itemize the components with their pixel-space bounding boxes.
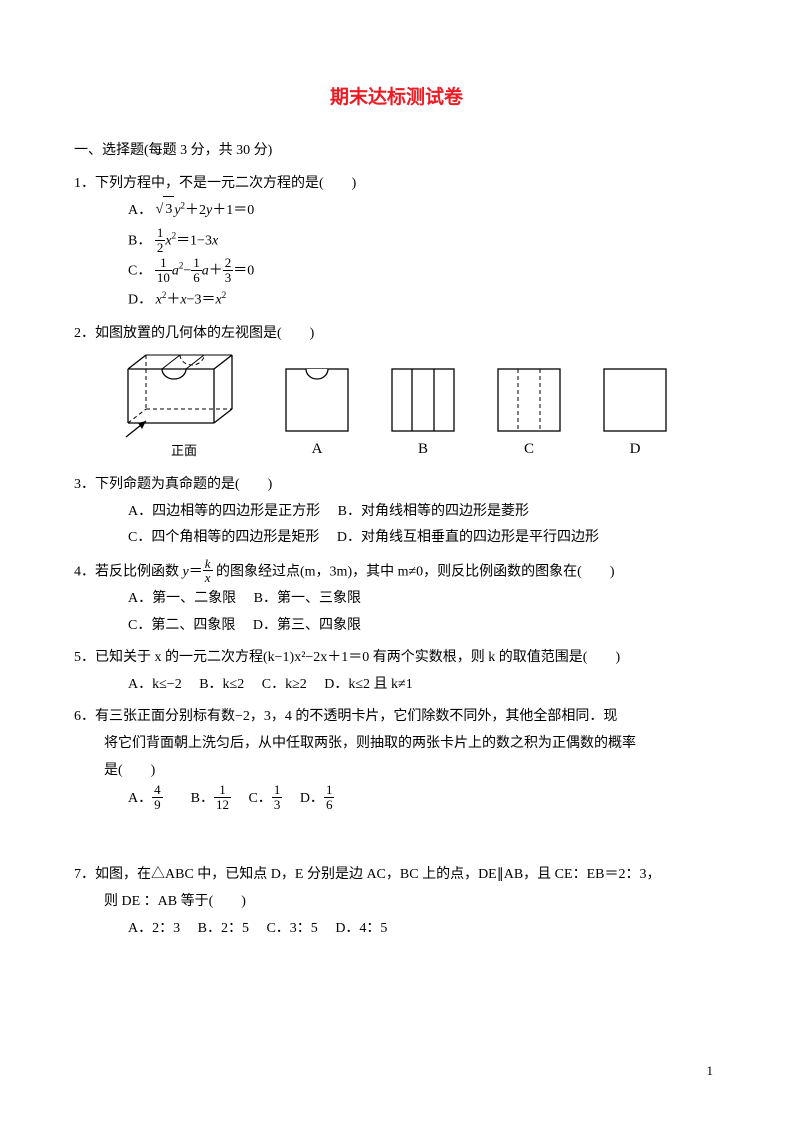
q2-option-b-diagram: B (390, 367, 456, 464)
q5-stem: 5．已知关于 x 的一元二次方程(k−1)x²−2x＋1＝0 有两个实数根，则 … (74, 645, 719, 672)
question-7: 7．如图，在△ABC 中，已知点 D，E 分别是边 AC，BC 上的点，DE∥A… (74, 862, 719, 942)
q6-d-den: 6 (324, 798, 335, 812)
q2-a-label: A (284, 435, 350, 464)
question-5: 5．已知关于 x 的一元二次方程(k−1)x²−2x＋1＝0 有两个实数根，则 … (74, 645, 719, 698)
question-2: 2．如图放置的几何体的左视图是( ) (74, 321, 719, 464)
q4-option-c: C．第二、四象限 (128, 618, 235, 633)
q4-stem: 4．若反比例函数 y＝kx 的图象经过点(m，3m)，其中 m≠0，则反比例函数… (74, 558, 719, 586)
q1-b-label: B． (128, 233, 151, 248)
q6-stem-3: 是( ) (74, 758, 719, 785)
question-6: 6．有三张正面分别标有数−2，3，4 的不透明卡片，它们除数不同外，其他全部相同… (74, 704, 719, 812)
q4-stem-b: 的图象经过点(m，3m)，其中 m≠0，则反比例函数的图象在( ) (213, 564, 615, 579)
q3-option-b: B．对角线相等的四边形是菱形 (338, 504, 529, 519)
q4-option-d: D．第三、四象限 (253, 618, 361, 633)
solid-icon (124, 351, 244, 439)
question-4: 4．若反比例函数 y＝kx 的图象经过点(m，3m)，其中 m≠0，则反比例函数… (74, 558, 719, 639)
question-1: 1．下列方程中，不是一元二次方程的是( ) A． √3y2＋2y＋1＝0 B． … (74, 171, 719, 315)
q6-option-a: A．49 (128, 791, 163, 806)
q2-diagrams: 正面 A B (74, 351, 719, 464)
q7-option-a: A．2：3 (128, 921, 180, 936)
q2-c-label: C (496, 435, 562, 464)
q2-b-label: B (390, 435, 456, 464)
q6-c-num: 1 (272, 783, 283, 798)
q5-option-c: C．k≥2 (262, 677, 307, 692)
q6-c-den: 3 (272, 798, 283, 812)
q5-option-b: B．k≤2 (199, 677, 244, 692)
q2-option-c-diagram: C (496, 367, 562, 464)
section-heading: 一、选择题(每题 3 分，共 30 分) (74, 138, 719, 165)
q2-option-d-diagram: D (602, 367, 668, 464)
q6-a-den: 9 (152, 798, 163, 812)
q2-d-label: D (602, 435, 668, 464)
q7-option-b: B．2：5 (198, 921, 249, 936)
q3-option-c: C．四个角相等的四边形是矩形 (128, 530, 319, 545)
q7-stem-1: 7．如图，在△ABC 中，已知点 D，E 分别是边 AC，BC 上的点，DE∥A… (74, 862, 719, 889)
q4-stem-a: 4．若反比例函数 (74, 564, 183, 579)
q1-option-b: B． 12x2＝1−3x (128, 227, 719, 255)
q1-a-label: A． (128, 203, 152, 218)
q7-stem-2: 则 DE ：AB 等于( ) (74, 889, 719, 916)
q1-c-label: C． (128, 264, 151, 279)
q3-option-d: D．对角线互相垂直的四边形是平行四边形 (337, 530, 599, 545)
q3-stem: 3．下列命题为真命题的是( ) (74, 472, 719, 499)
question-3: 3．下列命题为真命题的是( ) A．四边相等的四边形是正方形 B．对角线相等的四… (74, 472, 719, 552)
q2-solid: 正面 (124, 351, 244, 464)
q6-stem-1: 6．有三张正面分别标有数−2，3，4 的不透明卡片，它们除数不同外，其他全部相同… (74, 704, 719, 731)
q6-option-b: B．112 (191, 791, 231, 806)
option-a-icon (284, 367, 350, 433)
q6-option-d: D．16 (300, 791, 335, 806)
q5-option-d: D．k≤2 且 k≠1 (324, 677, 412, 692)
q2-option-a-diagram: A (284, 367, 350, 464)
q2-stem: 2．如图放置的几何体的左视图是( ) (74, 321, 719, 348)
q6-d-num: 1 (324, 783, 335, 798)
q4-option-b: B．第一、三象限 (254, 591, 361, 606)
option-c-icon (496, 367, 562, 433)
q1-stem: 1．下列方程中，不是一元二次方程的是( ) (74, 171, 719, 198)
q6-a-num: 4 (152, 783, 163, 798)
q6-a-label: A． (128, 791, 152, 806)
q5-option-a: A．k≤−2 (128, 677, 182, 692)
option-d-icon (602, 367, 668, 433)
q6-stem-2: 将它们背面朝上洗匀后，从中任取两张，则抽取的两张卡片上的数之积为正偶数的概率 (74, 731, 719, 758)
option-b-icon (390, 367, 456, 433)
page-title: 期末达标测试卷 (74, 80, 719, 116)
q1-option-c: C． 110a2−16a＋23＝0 (128, 257, 719, 285)
q4-option-a: A．第一、二象限 (128, 591, 236, 606)
q1-d-label: D． (128, 293, 152, 308)
q6-option-c: C．13 (248, 791, 282, 806)
q1-option-a: A． √3y2＋2y＋1＝0 (128, 197, 719, 225)
q6-b-label: B． (191, 791, 214, 806)
q7-option-c: C．3：5 (266, 921, 317, 936)
q6-d-label: D． (300, 791, 324, 806)
q3-option-a: A．四边相等的四边形是正方形 (128, 504, 320, 519)
q1-option-d: D． x2＋x−3＝x2 (128, 287, 719, 314)
q6-b-den: 12 (214, 798, 231, 812)
q6-b-num: 1 (214, 783, 231, 798)
page-number: 1 (707, 1059, 714, 1084)
q7-option-d: D．4：5 (335, 921, 387, 936)
q2-zm-label: 正面 (124, 439, 244, 464)
q6-c-label: C． (248, 791, 271, 806)
